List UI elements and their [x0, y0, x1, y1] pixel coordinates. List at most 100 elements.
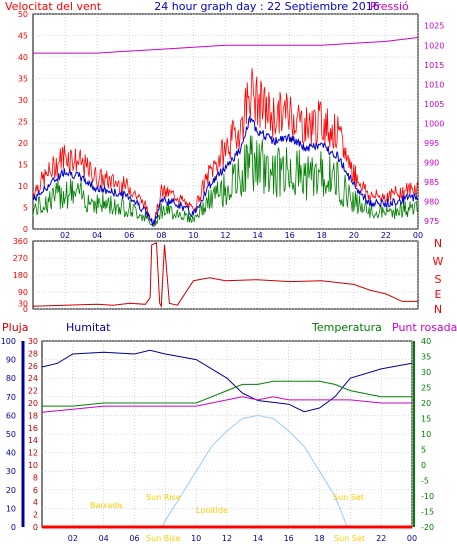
pressure-axis: 975 980 985 990 995 1000 1005 1010 1015 1020 1025	[424, 22, 444, 226]
compass-tick-0: N	[434, 237, 442, 250]
wind-x-tick-8: 18	[317, 231, 327, 240]
wind-x-tick-11: 00	[413, 231, 423, 240]
bottom-x-tick-0: 02	[68, 534, 78, 543]
chart-title: 24 hour graph day : 22 Septiembre 2016	[154, 0, 379, 13]
rain-tick-11: 22	[28, 387, 38, 396]
humidity-tick-8: 80	[6, 374, 16, 383]
wind-speed-tick-10: 50	[18, 10, 28, 19]
humidity-axis: 0 10 20 30 40 50 60 70 80 90 100	[1, 337, 16, 532]
pressure-line	[33, 37, 419, 54]
direction-degree-tick-4: 270	[13, 254, 28, 263]
wind-speed-tick-3: 15	[18, 161, 28, 170]
pressure-tick-7: 1010	[424, 80, 444, 89]
humidity-line	[41, 349, 413, 413]
temperature-tick-3: -5	[421, 477, 429, 486]
direction-degree-tick-2: 90	[18, 288, 28, 297]
dew-point-line	[41, 396, 412, 413]
compass-tick-2: S	[435, 273, 442, 286]
rain-tick-13: 26	[28, 362, 38, 371]
annotation-sun-rise: Sun Rise	[146, 493, 181, 502]
temperature-label: Temperatura	[311, 321, 382, 334]
rain-tick-0: 0	[33, 523, 38, 532]
temperature-axis: -20 -15 -10 -5 0 5 10 15 20 25 30 35 40	[421, 337, 434, 532]
temperature-tick-2: -10	[421, 492, 434, 501]
bottom-x-tick-2: 06	[129, 534, 139, 543]
temperature-tick-1: -15	[421, 508, 434, 517]
temperature-tick-5: 5	[421, 446, 426, 455]
pressure-tick-0: 975	[424, 217, 439, 226]
direction-degree-tick-3: 180	[13, 271, 28, 280]
temperature-tick-10: 30	[421, 368, 431, 377]
rain-tick-12: 24	[28, 374, 38, 383]
temperature-tick-4: 0	[421, 461, 426, 470]
temperature-line	[42, 380, 412, 407]
bottom-x-tick-8: 18	[314, 534, 324, 543]
pressure-tick-3: 990	[424, 159, 439, 168]
humidity-tick-4: 40	[6, 449, 16, 458]
humidity-tick-0: 0	[11, 523, 16, 532]
axis-sun-bise: Sun Bise	[146, 534, 181, 543]
compass-tick-4: N	[434, 303, 442, 316]
wind-x-tick-5: 12	[220, 231, 230, 240]
compass-tick-3: E	[435, 288, 442, 301]
wind-speed-tick-0: 0	[23, 225, 28, 234]
wind-x-tick-6: 14	[252, 231, 262, 240]
temperature-tick-12: 40	[421, 337, 431, 346]
solar-curve	[161, 414, 348, 528]
wind-x-tick-2: 06	[124, 231, 134, 240]
compass-tick-1: W	[433, 255, 444, 268]
wind-speed-tick-6: 30	[18, 96, 28, 105]
bottom-panel-series	[41, 349, 413, 529]
humidity-tick-2: 20	[6, 486, 16, 495]
direction-degrees-axis: 030 90 180 270 360	[13, 237, 28, 314]
humidity-tick-9: 90	[6, 356, 16, 365]
pressure-tick-5: 1000	[424, 119, 444, 128]
annotation-baixada: Baixada	[90, 501, 122, 510]
temperature-tick-6: 10	[421, 430, 431, 439]
rain-tick-10: 20	[28, 399, 38, 408]
pressure-tick-10: 1025	[424, 22, 444, 31]
bottom-x-tick-7: 16	[284, 534, 294, 543]
pressure-tick-8: 1015	[424, 61, 444, 70]
pressure-tick-1: 980	[424, 198, 439, 207]
humidity-tick-10: 100	[1, 337, 16, 346]
bottom-x-tick-6: 14	[253, 534, 263, 543]
wind-speed-tick-7: 35	[18, 75, 28, 84]
humidity-tick-1: 10	[6, 504, 16, 513]
direction-degree-tick-0: 0	[23, 305, 28, 314]
bottom-x-tick-1: 04	[99, 534, 109, 543]
wind-speed-tick-2: 10	[18, 182, 28, 191]
wind-average-line	[32, 115, 418, 227]
wind-min-line	[32, 135, 418, 227]
rain-label: Pluja	[2, 321, 28, 334]
rain-tick-8: 16	[28, 424, 38, 433]
rain-tick-1: 2	[33, 511, 38, 520]
wind-x-tick-9: 20	[349, 231, 359, 240]
bottom-panel-grid	[21, 340, 415, 528]
wind-panel-grid	[33, 13, 419, 230]
wind-speed-tick-8: 40	[18, 53, 28, 62]
humidity-tick-6: 60	[6, 411, 16, 420]
wind-speed-tick-1: 5	[23, 204, 28, 213]
annotation-sun-set: Sun Set	[333, 493, 364, 502]
rain-tick-9: 18	[28, 411, 38, 420]
wind-x-tick-7: 16	[285, 231, 295, 240]
humidity-tick-3: 30	[6, 467, 16, 476]
temperature-tick-9: 25	[421, 384, 431, 393]
bottom-x-tick-11: 00	[407, 534, 417, 543]
pressure-tick-9: 1020	[424, 41, 444, 50]
direction-panel-series	[32, 242, 418, 308]
wind-x-tick-1: 04	[92, 231, 102, 240]
rain-tick-6: 12	[28, 449, 38, 458]
pressure-tick-6: 1005	[424, 100, 444, 109]
bottom-panel-x-axis: 02 04 06 10 12 14 16 18 22 00	[68, 534, 417, 543]
wind-panel-series	[32, 37, 419, 227]
bottom-x-tick-4: 10	[191, 534, 201, 543]
temperature-tick-8: 20	[421, 399, 431, 408]
pressure-tick-2: 985	[424, 178, 439, 187]
wind-speed-tick-5: 25	[18, 118, 28, 127]
wind-x-tick-4: 10	[188, 231, 198, 240]
